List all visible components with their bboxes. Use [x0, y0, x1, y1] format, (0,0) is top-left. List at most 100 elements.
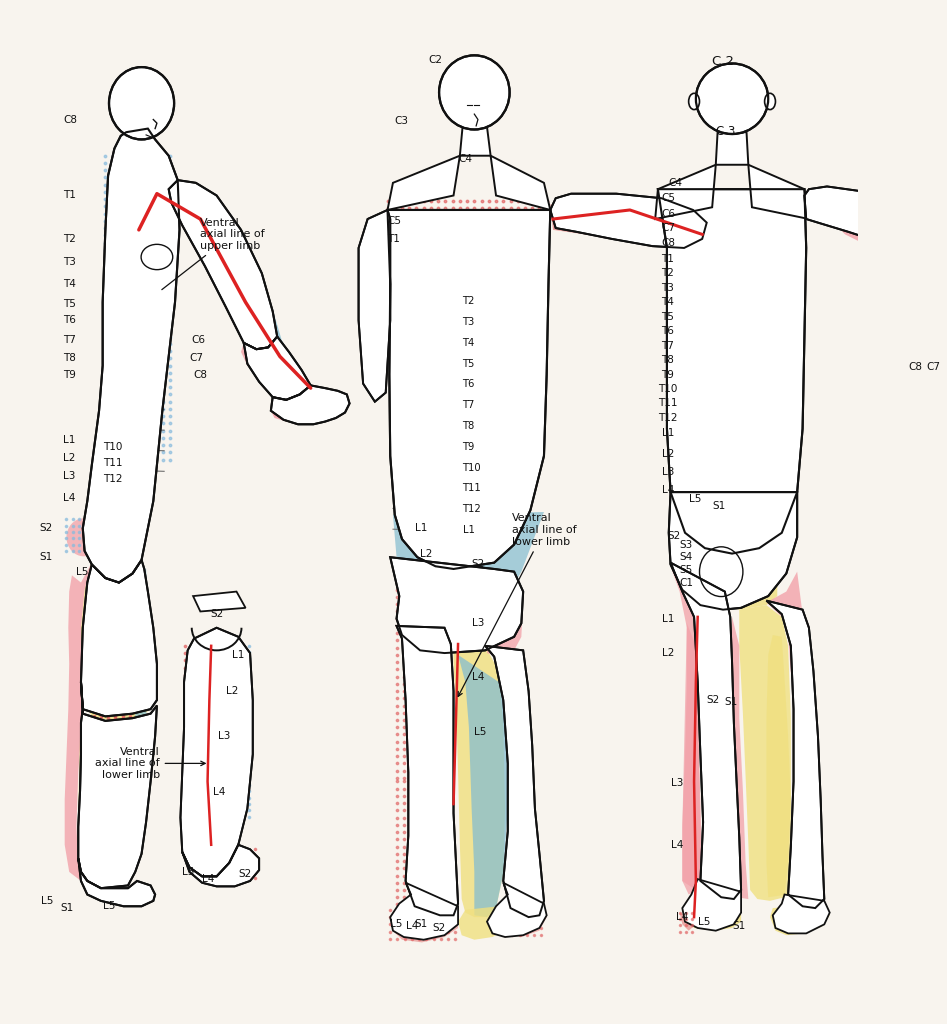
Text: L3: L3 — [63, 471, 75, 481]
Text: T10: T10 — [462, 463, 481, 473]
Text: T6: T6 — [462, 380, 475, 389]
Polygon shape — [683, 880, 742, 931]
Polygon shape — [922, 318, 947, 366]
Polygon shape — [78, 718, 141, 888]
Text: S1: S1 — [724, 697, 738, 707]
Text: T9: T9 — [662, 370, 674, 380]
Polygon shape — [393, 512, 544, 585]
Text: L4: L4 — [662, 485, 674, 496]
Text: T5: T5 — [662, 311, 674, 322]
Text: T11: T11 — [102, 458, 122, 468]
Text: T9: T9 — [63, 370, 76, 380]
Text: L1: L1 — [662, 428, 674, 438]
Polygon shape — [458, 655, 508, 918]
Polygon shape — [670, 566, 702, 895]
Polygon shape — [79, 682, 157, 888]
Text: L5: L5 — [76, 566, 88, 577]
Polygon shape — [178, 180, 273, 340]
Text: C6: C6 — [662, 209, 675, 218]
Polygon shape — [550, 194, 706, 248]
Polygon shape — [485, 646, 544, 918]
Text: L4: L4 — [670, 840, 683, 850]
Text: C6: C6 — [191, 335, 205, 345]
Text: L5: L5 — [474, 727, 487, 736]
Text: L3: L3 — [472, 618, 484, 629]
Text: T7: T7 — [462, 400, 475, 411]
Text: C4: C4 — [458, 155, 472, 164]
Text: L5: L5 — [182, 867, 195, 877]
Ellipse shape — [764, 93, 776, 110]
Text: L5: L5 — [698, 916, 710, 927]
Text: C7: C7 — [189, 353, 204, 364]
Text: S2: S2 — [239, 868, 252, 879]
Polygon shape — [918, 244, 947, 328]
Polygon shape — [241, 343, 268, 377]
Polygon shape — [505, 906, 546, 937]
Polygon shape — [550, 194, 703, 244]
Text: T2: T2 — [662, 268, 674, 279]
Text: T10: T10 — [658, 384, 677, 394]
Text: L4: L4 — [63, 494, 75, 504]
Polygon shape — [79, 858, 155, 906]
Polygon shape — [397, 626, 458, 915]
Text: L4: L4 — [405, 922, 418, 931]
Polygon shape — [766, 635, 791, 897]
Polygon shape — [64, 562, 92, 881]
Text: C5: C5 — [387, 216, 402, 226]
Text: C7: C7 — [662, 223, 675, 233]
Text: S1: S1 — [732, 922, 745, 931]
Polygon shape — [773, 895, 830, 934]
Text: T2: T2 — [462, 296, 475, 306]
Polygon shape — [740, 605, 791, 901]
Text: T5: T5 — [63, 299, 76, 309]
Polygon shape — [209, 637, 243, 843]
Polygon shape — [82, 129, 180, 583]
Polygon shape — [454, 644, 505, 918]
Text: T8: T8 — [462, 421, 474, 431]
Polygon shape — [918, 340, 929, 366]
Text: L2: L2 — [662, 648, 674, 658]
Text: L1: L1 — [63, 434, 75, 444]
Polygon shape — [250, 340, 311, 397]
Polygon shape — [714, 493, 797, 554]
Text: S2: S2 — [40, 523, 53, 534]
Text: L5: L5 — [102, 901, 115, 911]
Text: C 3: C 3 — [716, 125, 735, 138]
Polygon shape — [460, 127, 491, 156]
Text: C2: C2 — [428, 55, 442, 65]
Text: C5: C5 — [662, 194, 675, 203]
Text: C 2: C 2 — [712, 55, 734, 69]
Text: L4: L4 — [213, 787, 225, 798]
Polygon shape — [217, 196, 281, 347]
Polygon shape — [669, 493, 797, 609]
Text: L2: L2 — [420, 549, 433, 559]
Text: T11: T11 — [658, 398, 677, 409]
Polygon shape — [193, 592, 245, 611]
Text: T6: T6 — [63, 315, 76, 326]
Text: T8: T8 — [63, 353, 76, 364]
Polygon shape — [709, 545, 777, 609]
Polygon shape — [658, 189, 806, 554]
Ellipse shape — [688, 93, 700, 110]
Polygon shape — [298, 385, 349, 420]
Polygon shape — [770, 903, 830, 935]
Text: T12: T12 — [658, 413, 677, 423]
Text: T7: T7 — [63, 335, 76, 345]
Text: T7: T7 — [662, 341, 674, 350]
Text: T3: T3 — [662, 283, 674, 293]
Text: L1: L1 — [662, 613, 674, 624]
Text: C4: C4 — [669, 178, 683, 187]
Polygon shape — [225, 849, 259, 881]
Text: L3: L3 — [662, 467, 674, 477]
Polygon shape — [491, 156, 550, 210]
Polygon shape — [716, 132, 748, 165]
Text: T3: T3 — [462, 317, 474, 327]
Polygon shape — [918, 239, 947, 325]
Text: S3: S3 — [680, 540, 693, 550]
Polygon shape — [730, 616, 748, 899]
Text: C8: C8 — [193, 370, 207, 380]
Text: L1: L1 — [462, 525, 474, 536]
Text: C8: C8 — [63, 115, 77, 125]
Text: T11: T11 — [462, 483, 481, 494]
Ellipse shape — [696, 63, 768, 134]
